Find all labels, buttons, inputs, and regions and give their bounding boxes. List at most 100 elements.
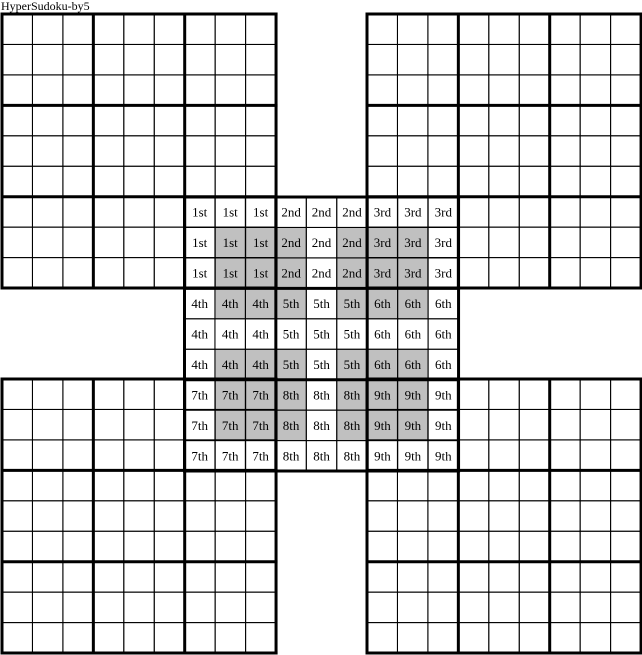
cell[interactable] (31, 591, 64, 624)
cell[interactable] (488, 226, 520, 259)
cell[interactable] (184, 74, 216, 106)
cell[interactable] (245, 591, 277, 624)
cell[interactable] (62, 13, 94, 45)
cell[interactable] (610, 165, 642, 198)
cell[interactable] (153, 13, 186, 45)
cell[interactable] (518, 622, 551, 654)
cell[interactable] (518, 561, 551, 593)
cell[interactable] (427, 561, 459, 593)
cell[interactable] (62, 104, 94, 137)
cell[interactable] (549, 622, 581, 654)
cell[interactable] (1, 469, 33, 502)
cell[interactable] (488, 13, 520, 45)
cell[interactable] (92, 500, 125, 532)
cell[interactable] (457, 408, 490, 441)
cell[interactable] (610, 135, 642, 167)
cell[interactable] (153, 591, 186, 624)
cell[interactable] (579, 165, 612, 198)
cell[interactable] (610, 104, 642, 137)
cell[interactable] (1, 530, 33, 563)
cell[interactable] (610, 500, 642, 532)
cell[interactable] (245, 469, 277, 502)
cell[interactable] (214, 530, 247, 563)
cell[interactable] (153, 165, 186, 198)
cell[interactable] (31, 43, 64, 76)
cell[interactable] (184, 104, 216, 137)
cell[interactable] (457, 530, 490, 563)
cell[interactable] (92, 469, 125, 502)
cell[interactable] (31, 165, 64, 198)
cell[interactable] (62, 591, 94, 624)
cell[interactable] (31, 469, 64, 502)
cell[interactable] (549, 13, 581, 45)
cell[interactable] (245, 43, 277, 76)
cell[interactable] (92, 408, 125, 441)
cell[interactable] (488, 104, 520, 137)
cell[interactable] (457, 439, 490, 471)
cell[interactable] (123, 257, 155, 289)
cell[interactable] (610, 561, 642, 593)
cell[interactable] (214, 622, 247, 654)
cell[interactable] (549, 165, 581, 198)
cell[interactable] (123, 500, 155, 532)
cell[interactable] (488, 500, 520, 532)
cell[interactable] (457, 591, 490, 624)
cell[interactable] (488, 408, 520, 441)
cell[interactable] (1, 226, 33, 259)
cell[interactable] (62, 135, 94, 167)
cell[interactable] (214, 469, 247, 502)
cell[interactable] (396, 561, 429, 593)
cell[interactable] (1, 13, 33, 45)
cell[interactable] (579, 500, 612, 532)
cell[interactable] (457, 622, 490, 654)
cell[interactable] (366, 622, 398, 654)
cell[interactable] (31, 500, 64, 532)
cell[interactable] (245, 622, 277, 654)
cell[interactable] (396, 500, 429, 532)
cell[interactable] (610, 439, 642, 471)
cell[interactable] (31, 104, 64, 137)
cell[interactable] (31, 135, 64, 167)
cell[interactable] (396, 135, 429, 167)
cell[interactable] (31, 622, 64, 654)
cell[interactable] (366, 500, 398, 532)
cell[interactable] (549, 135, 581, 167)
cell[interactable] (488, 530, 520, 563)
cell[interactable] (92, 226, 125, 259)
cell[interactable] (1, 135, 33, 167)
cell[interactable] (153, 104, 186, 137)
cell[interactable] (92, 257, 125, 289)
cell[interactable] (518, 104, 551, 137)
cell[interactable] (427, 13, 459, 45)
cell[interactable] (579, 257, 612, 289)
cell[interactable] (1, 408, 33, 441)
cell[interactable] (92, 43, 125, 76)
cell[interactable] (579, 135, 612, 167)
cell[interactable] (1, 43, 33, 76)
cell[interactable] (153, 43, 186, 76)
cell[interactable] (610, 13, 642, 45)
cell[interactable] (153, 500, 186, 532)
cell[interactable] (610, 257, 642, 289)
cell[interactable] (153, 226, 186, 259)
cell[interactable] (579, 104, 612, 137)
cell[interactable] (549, 469, 581, 502)
cell[interactable] (184, 530, 216, 563)
cell[interactable] (610, 591, 642, 624)
cell[interactable] (457, 165, 490, 198)
cell[interactable] (610, 196, 642, 228)
cell[interactable] (610, 378, 642, 410)
cell[interactable] (62, 530, 94, 563)
cell[interactable] (366, 104, 398, 137)
cell[interactable] (488, 257, 520, 289)
cell[interactable] (396, 104, 429, 137)
cell[interactable] (214, 13, 247, 45)
cell[interactable] (396, 622, 429, 654)
cell[interactable] (62, 196, 94, 228)
cell[interactable] (518, 469, 551, 502)
cell[interactable] (92, 104, 125, 137)
cell[interactable] (92, 135, 125, 167)
cell[interactable] (549, 43, 581, 76)
cell[interactable] (427, 591, 459, 624)
cell[interactable] (245, 500, 277, 532)
